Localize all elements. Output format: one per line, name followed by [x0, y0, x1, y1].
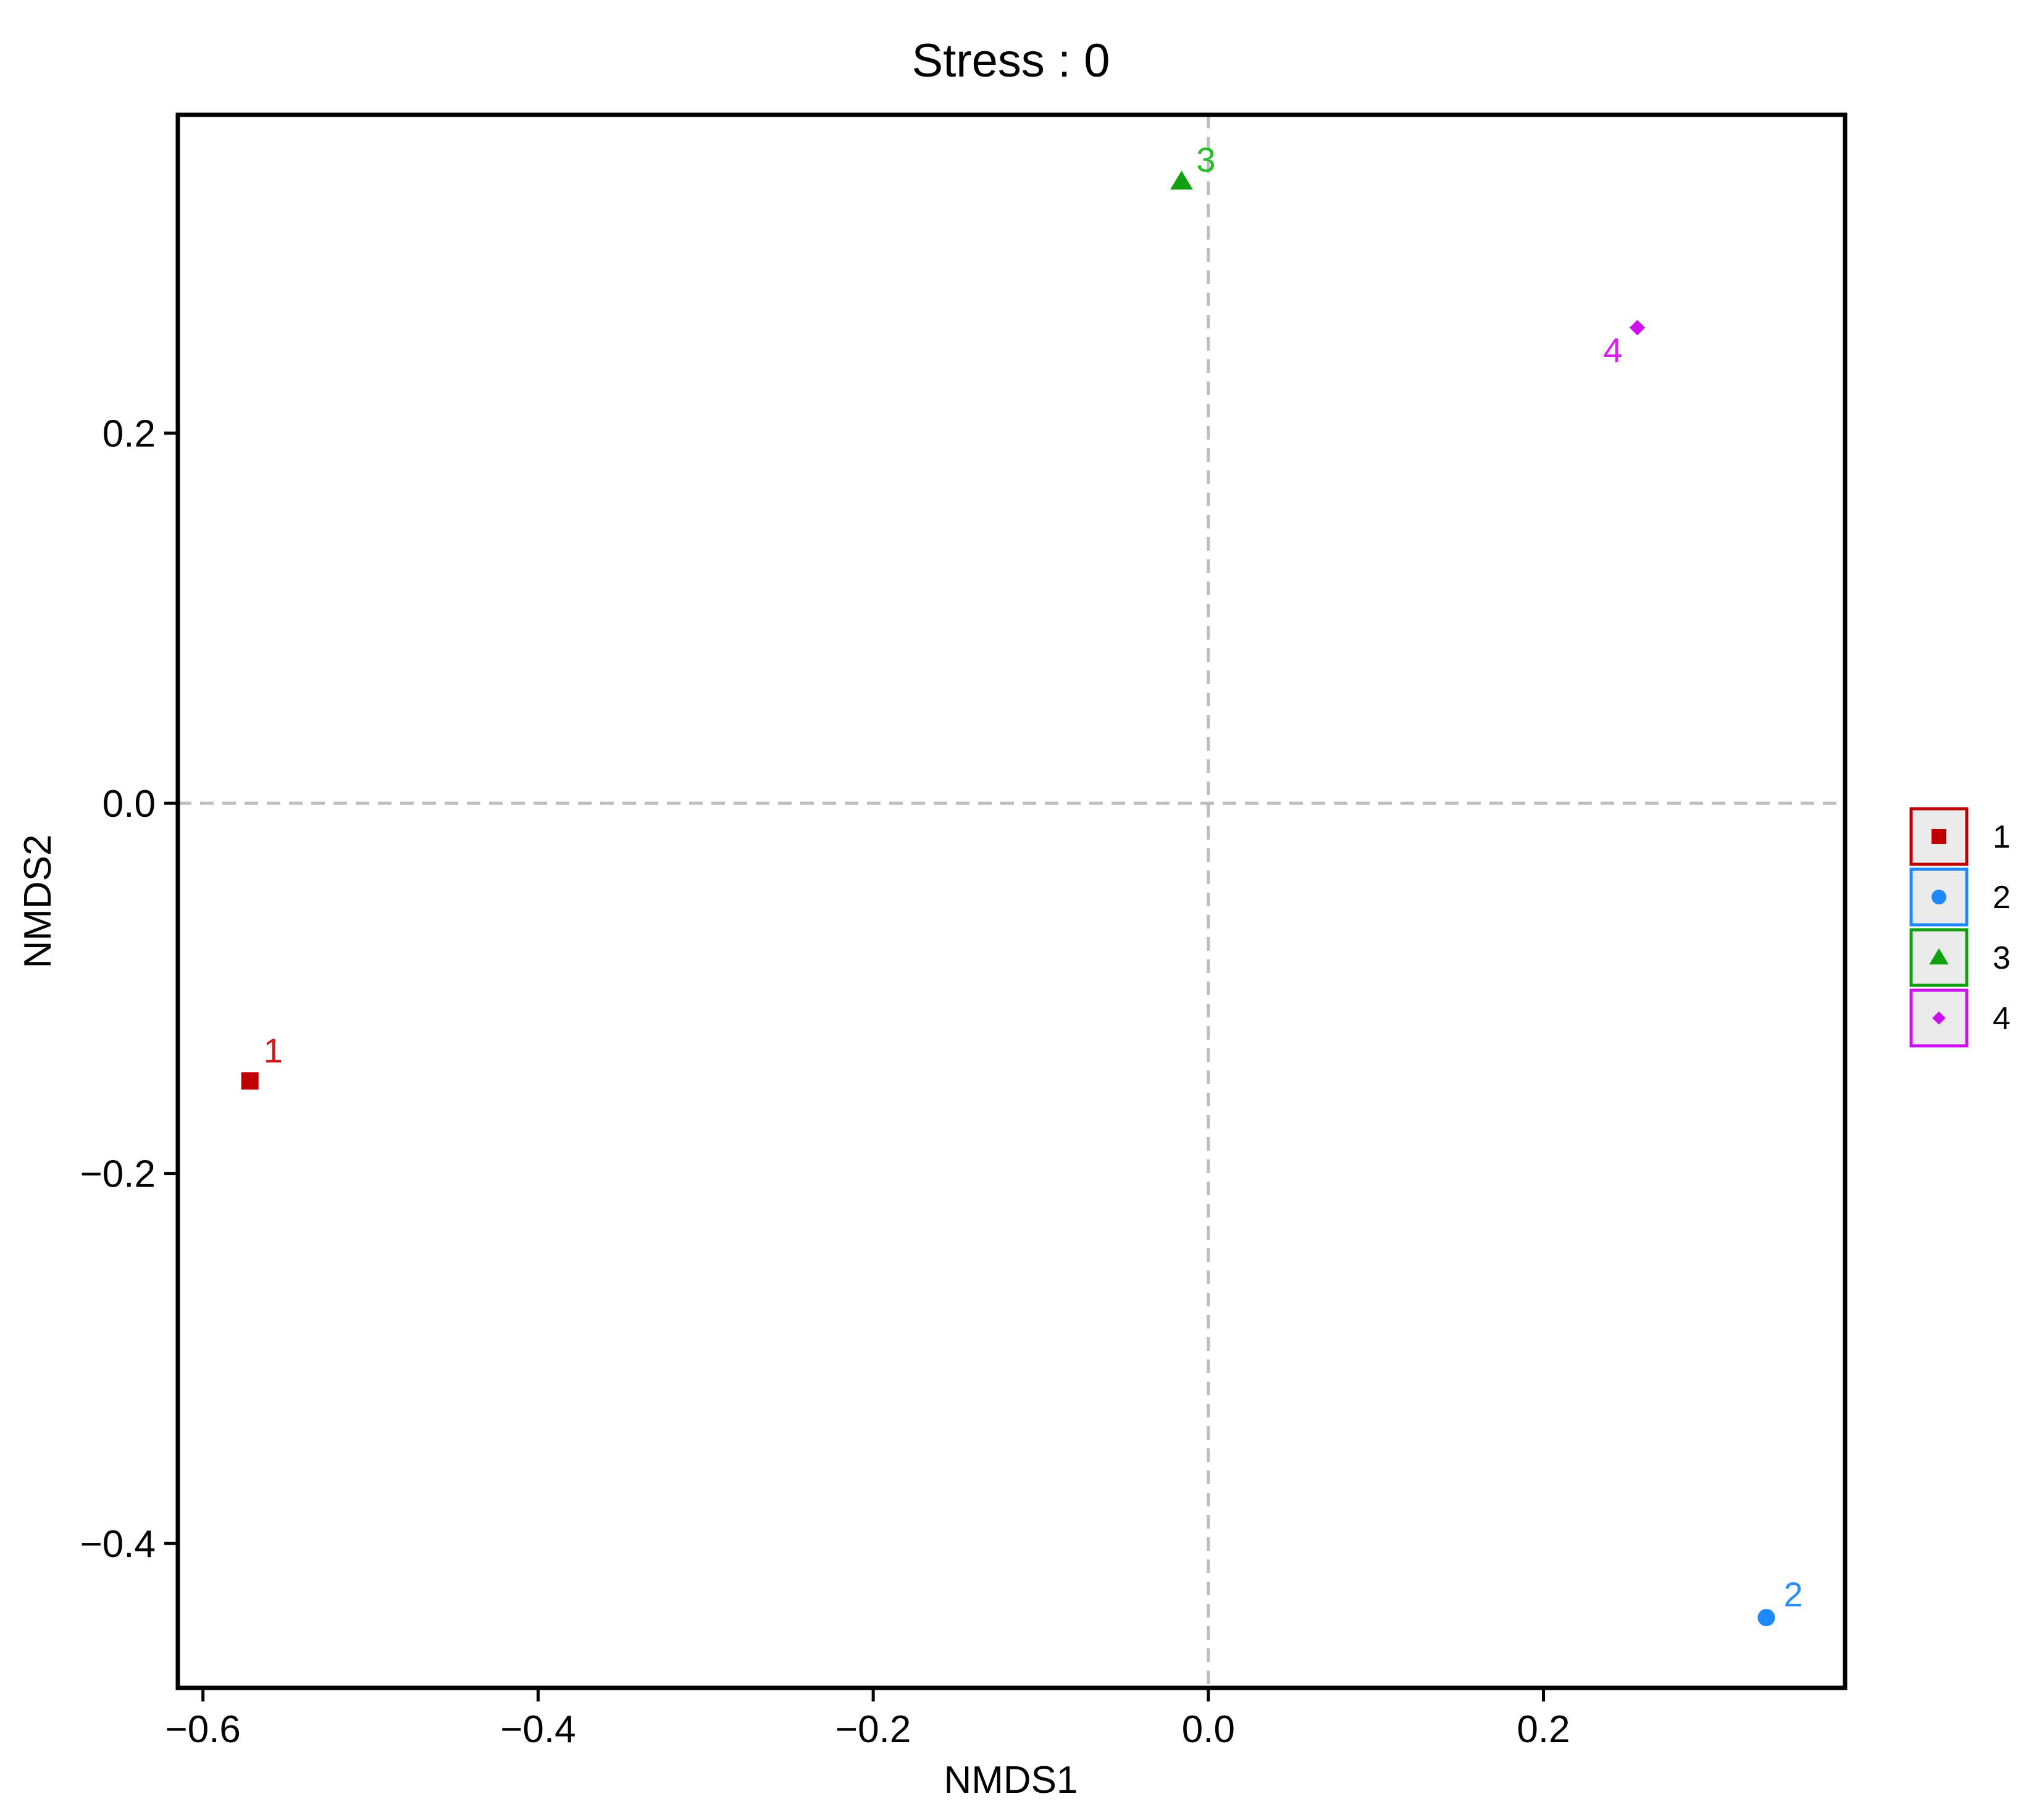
legend-label: 2 [1993, 880, 2011, 916]
legend-item: 1 [1909, 807, 2011, 866]
plot-frame [175, 112, 1848, 1690]
legend-marker [1932, 829, 1946, 844]
y-tick-label: −0.2 [80, 1153, 156, 1196]
data-points: 1 2 3 4 [241, 140, 1803, 1627]
chart-title: Stress : 0 [912, 35, 1110, 87]
x-tick-label: 0.2 [1517, 1708, 1570, 1751]
point-label: 3 [1196, 140, 1215, 179]
x-tick-label: −0.6 [165, 1708, 241, 1751]
x-tick-label: −0.4 [500, 1708, 576, 1751]
legend-marker [1929, 948, 1949, 965]
legend-item: 4 [1909, 988, 2011, 1048]
legend-marker [1932, 1011, 1946, 1025]
point-label: 1 [264, 1031, 283, 1070]
y-axis-label: NMDS2 [17, 834, 59, 968]
legend-label: 1 [1993, 819, 2011, 855]
x-tick-label: −0.2 [835, 1708, 911, 1751]
y-tick-label: 0.0 [103, 783, 156, 825]
legend-label: 4 [1993, 1001, 2011, 1037]
data-point [241, 1072, 259, 1090]
x-axis: −0.6 −0.4 −0.2 0.0 0.2 [165, 1688, 1570, 1751]
legend-marker [1932, 890, 1946, 904]
legend: 1 2 3 4 [1909, 807, 2011, 1048]
y-tick-label: 0.2 [103, 413, 156, 456]
legend-item: 2 [1909, 867, 2011, 927]
point-label: 4 [1603, 331, 1622, 370]
data-point [1170, 170, 1193, 190]
y-axis: −0.4 −0.2 0.0 0.2 [80, 413, 178, 1566]
data-point [1629, 320, 1646, 336]
y-tick-label: −0.4 [80, 1523, 156, 1566]
x-axis-label: NMDS1 [944, 1759, 1078, 1801]
legend-item: 3 [1909, 928, 2011, 987]
x-tick-label: 0.0 [1182, 1708, 1235, 1751]
legend-label: 3 [1993, 940, 2011, 976]
reference-lines [178, 115, 1845, 1688]
data-point [1757, 1609, 1775, 1627]
point-label: 2 [1783, 1575, 1802, 1614]
